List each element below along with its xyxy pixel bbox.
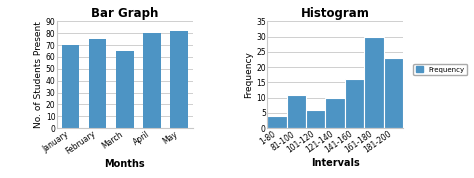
Bar [267, 116, 287, 128]
Bar [62, 45, 79, 128]
Bar [143, 33, 161, 128]
Title: Bar Graph: Bar Graph [91, 7, 158, 20]
X-axis label: Months: Months [104, 159, 145, 169]
Legend: Frequency: Frequency [413, 64, 467, 75]
Bar [364, 37, 383, 128]
Bar [306, 110, 325, 128]
Y-axis label: Frequency: Frequency [244, 51, 253, 98]
Y-axis label: No. of Students Present: No. of Students Present [34, 21, 43, 128]
Bar [89, 39, 106, 128]
Title: Histogram: Histogram [301, 7, 370, 20]
Bar [170, 31, 188, 128]
Bar [287, 95, 306, 128]
Bar [116, 51, 134, 128]
X-axis label: Intervals: Intervals [310, 158, 359, 168]
Bar [383, 58, 403, 128]
Bar [345, 79, 364, 128]
Bar [325, 98, 345, 128]
